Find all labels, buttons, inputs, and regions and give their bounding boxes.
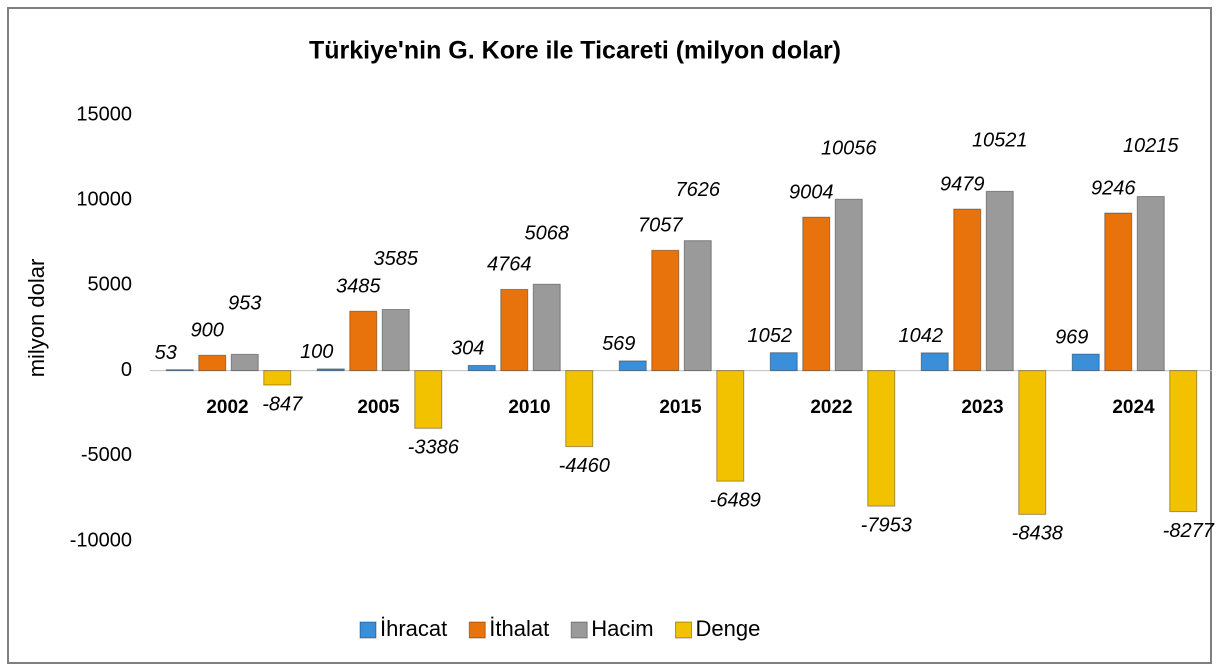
data-label: 900 (191, 320, 224, 342)
data-label: 304 (451, 338, 484, 360)
bar (1169, 370, 1198, 513)
data-label: 10215 (1123, 135, 1179, 157)
data-label: -847 (262, 393, 303, 415)
bar (834, 198, 863, 372)
bar (263, 370, 292, 386)
bar (467, 364, 496, 372)
legend-swatch (675, 621, 693, 639)
x-tick-label: 2022 (810, 397, 852, 418)
y-tick-label: -10000 (70, 529, 132, 551)
bar (381, 309, 410, 372)
legend-label: İhracat (380, 616, 447, 641)
data-label: -6489 (710, 489, 761, 511)
data-label: 10056 (821, 138, 877, 160)
bar (867, 370, 896, 507)
bar (953, 208, 982, 372)
x-tick-label: 2002 (206, 397, 248, 418)
data-label: 953 (228, 293, 261, 315)
bar (230, 353, 259, 372)
data-label: 100 (300, 341, 333, 363)
y-tick-label: 0 (121, 359, 132, 381)
data-label: -8277 (1163, 520, 1215, 542)
legend-swatch (359, 621, 377, 639)
bar (165, 369, 194, 372)
bar (1104, 212, 1133, 372)
bar (769, 352, 798, 372)
bar (802, 216, 831, 372)
legend-swatch (468, 621, 486, 639)
data-label: -7953 (861, 514, 912, 536)
y-axis-label: milyon dolar (24, 259, 49, 378)
bar (414, 370, 443, 429)
data-label: 9004 (789, 181, 834, 203)
data-label: 3485 (336, 275, 381, 297)
data-label: 53 (155, 342, 177, 364)
y-tick-label: 15000 (76, 103, 132, 125)
y-tick-label: 5000 (88, 274, 133, 296)
bar (198, 354, 227, 372)
bar (532, 283, 561, 372)
bar (1071, 353, 1100, 372)
x-tick-label: 2005 (357, 397, 400, 418)
data-label: 7057 (638, 215, 683, 237)
data-label: 569 (602, 333, 635, 355)
bar (683, 240, 712, 372)
data-label: 1042 (899, 325, 944, 347)
x-tick-label: 2010 (508, 397, 550, 418)
legend-swatch (570, 621, 588, 639)
data-label: 3585 (374, 248, 419, 270)
data-label: 4764 (487, 254, 532, 276)
bar (985, 190, 1014, 372)
y-tick-label: 10000 (76, 188, 132, 210)
data-label: -3386 (408, 437, 460, 459)
data-label: 10521 (972, 130, 1028, 152)
x-tick-label: 2024 (1112, 397, 1155, 418)
data-label: 969 (1055, 326, 1088, 348)
legend-label: Denge (696, 616, 761, 641)
bar (565, 370, 594, 448)
x-tick-label: 2015 (659, 397, 702, 418)
bar (349, 310, 378, 372)
bar (618, 360, 647, 372)
data-label: 7626 (676, 179, 721, 201)
chart-title: Türkiye'nin G. Kore ile Ticareti (milyon… (309, 37, 841, 65)
data-label: 9479 (940, 173, 985, 195)
data-label: -4460 (559, 455, 610, 477)
bar (500, 288, 529, 372)
data-label: -8438 (1012, 523, 1063, 545)
legend-label: İthalat (489, 616, 549, 641)
data-label: 1052 (748, 325, 793, 347)
bar (920, 352, 949, 372)
y-tick-label: -5000 (81, 444, 132, 466)
bar (651, 249, 680, 372)
x-tick-label: 2023 (961, 397, 1003, 418)
bar (716, 370, 745, 482)
data-label: 5068 (525, 223, 570, 245)
legend-label: Hacim (591, 616, 653, 641)
bar (316, 368, 345, 372)
data-label: 9246 (1091, 177, 1136, 199)
bar (1136, 196, 1165, 372)
bar (1018, 370, 1047, 515)
